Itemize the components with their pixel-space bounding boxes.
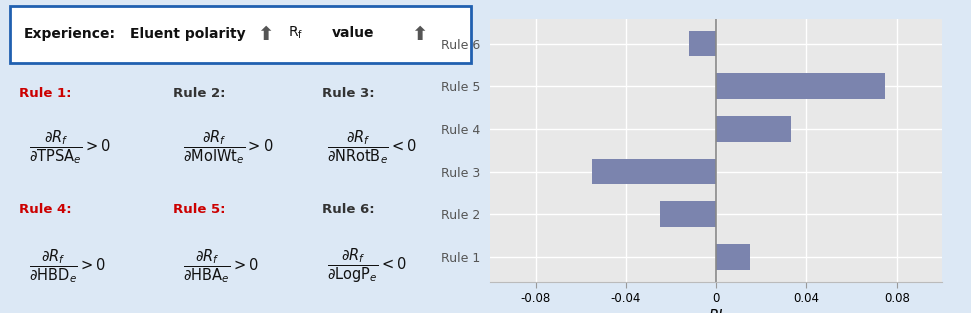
Text: Rule 2:: Rule 2:	[173, 87, 225, 100]
Text: ⬆: ⬆	[411, 25, 427, 44]
Bar	[717, 244, 750, 270]
Bar	[659, 202, 717, 227]
Text: $\dfrac{\partial R_f}{\partial \mathrm{NRotB}_e} < 0$: $\dfrac{\partial R_f}{\partial \mathrm{N…	[327, 128, 417, 166]
Text: Rule 3:: Rule 3:	[322, 87, 375, 100]
Text: Rule 6:: Rule 6:	[322, 203, 375, 216]
Text: $\dfrac{\partial R_f}{\partial \mathrm{HBA}_e} > 0$: $\dfrac{\partial R_f}{\partial \mathrm{H…	[183, 247, 258, 285]
Text: $\dfrac{\partial R_f}{\partial \mathrm{HBD}_e} > 0$: $\dfrac{\partial R_f}{\partial \mathrm{H…	[29, 247, 106, 285]
Text: Experience:: Experience:	[24, 28, 116, 41]
Text: ⬆: ⬆	[257, 25, 274, 44]
Text: $\dfrac{\partial R_f}{\partial \mathrm{MolWt}_e} > 0$: $\dfrac{\partial R_f}{\partial \mathrm{M…	[183, 128, 273, 166]
Text: value: value	[332, 26, 374, 40]
X-axis label: RI: RI	[709, 309, 723, 313]
Text: $\dfrac{\partial R_f}{\partial \mathrm{TPSA}_e} > 0$: $\dfrac{\partial R_f}{\partial \mathrm{T…	[29, 128, 111, 166]
Text: Eluent polarity: Eluent polarity	[130, 28, 246, 41]
Bar	[717, 74, 886, 99]
Text: Rule 1:: Rule 1:	[19, 87, 72, 100]
Bar	[592, 159, 717, 184]
Bar	[717, 116, 790, 142]
Text: $\mathrm{R_f}$: $\mathrm{R_f}$	[288, 25, 304, 41]
Bar	[689, 31, 717, 56]
FancyBboxPatch shape	[10, 6, 471, 63]
Text: $\dfrac{\partial R_f}{\partial \mathrm{LogP}_e} < 0$: $\dfrac{\partial R_f}{\partial \mathrm{L…	[327, 247, 407, 285]
Text: Rule 5:: Rule 5:	[173, 203, 225, 216]
Text: Rule 4:: Rule 4:	[19, 203, 72, 216]
